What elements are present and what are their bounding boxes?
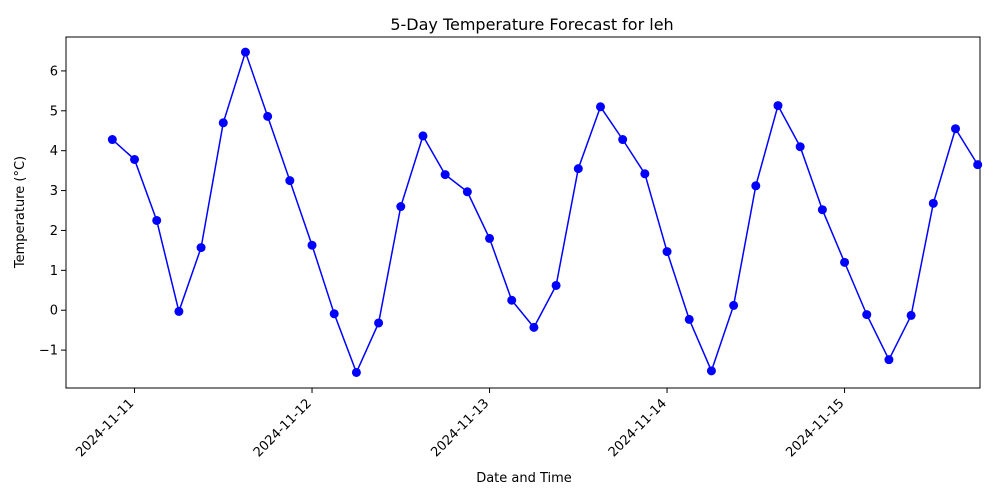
data-point <box>862 310 872 320</box>
x-axis: 2024-11-11 2024-11-12 2024-11-13 2024-11-14… <box>73 388 847 460</box>
data-point <box>351 367 361 377</box>
data-point <box>485 233 495 243</box>
y-tick-label: 3 <box>50 184 58 199</box>
y-tick-label: 5 <box>50 104 58 119</box>
data-point <box>374 318 384 328</box>
data-point <box>307 240 317 250</box>
data-point <box>218 118 228 128</box>
data-point <box>396 202 406 212</box>
data-point <box>551 280 561 290</box>
data-point <box>773 101 783 111</box>
x-tick-label: 2024-11-11 <box>73 396 137 460</box>
data-point <box>795 142 805 152</box>
x-tick-label: 2024-11-15 <box>783 396 847 460</box>
data-point <box>884 355 894 365</box>
data-point <box>906 310 916 320</box>
data-point <box>462 187 472 197</box>
data-point <box>973 160 983 170</box>
data-point <box>840 257 850 267</box>
data-point <box>928 198 938 208</box>
x-tick-label: 2024-11-14 <box>606 396 670 460</box>
data-point <box>440 170 450 180</box>
data-point <box>573 164 583 174</box>
data-point <box>285 176 295 186</box>
x-axis-label: Date and Time <box>476 471 572 486</box>
data-point <box>684 314 694 324</box>
data-point <box>529 322 539 332</box>
data-point <box>640 169 650 179</box>
data-point <box>418 131 428 141</box>
y-tick-label: 6 <box>50 64 58 79</box>
data-point <box>196 243 206 253</box>
y-axis: −1 0 1 2 3 4 5 6 <box>39 64 66 359</box>
x-tick-label: 2024-11-13 <box>428 396 492 460</box>
y-axis-label: Temperature (°C) <box>13 156 28 269</box>
data-point <box>595 102 605 112</box>
plot-area <box>65 36 981 389</box>
chart-title: 5-Day Temperature Forecast for leh <box>390 15 673 34</box>
x-tick-label: 2024-11-12 <box>251 396 315 460</box>
data-point <box>329 309 339 319</box>
y-tick-label: 0 <box>50 304 58 319</box>
data-point <box>130 154 140 164</box>
data-point <box>729 300 739 310</box>
data-point <box>751 181 761 191</box>
data-point <box>107 135 117 145</box>
y-tick-label: 1 <box>50 264 58 279</box>
y-tick-label: −1 <box>39 344 58 359</box>
data-point <box>706 366 716 376</box>
y-tick-label: 4 <box>50 144 58 159</box>
data-point <box>951 124 961 134</box>
data-point <box>174 306 184 316</box>
data-point <box>263 111 273 121</box>
data-point <box>152 215 162 225</box>
temperature-points <box>107 47 983 377</box>
y-tick-label: 2 <box>50 224 58 239</box>
data-point <box>662 247 672 257</box>
data-point <box>817 205 827 215</box>
data-point <box>240 47 250 57</box>
temperature-line <box>111 49 979 375</box>
data-point <box>618 135 628 145</box>
data-point <box>507 295 517 305</box>
